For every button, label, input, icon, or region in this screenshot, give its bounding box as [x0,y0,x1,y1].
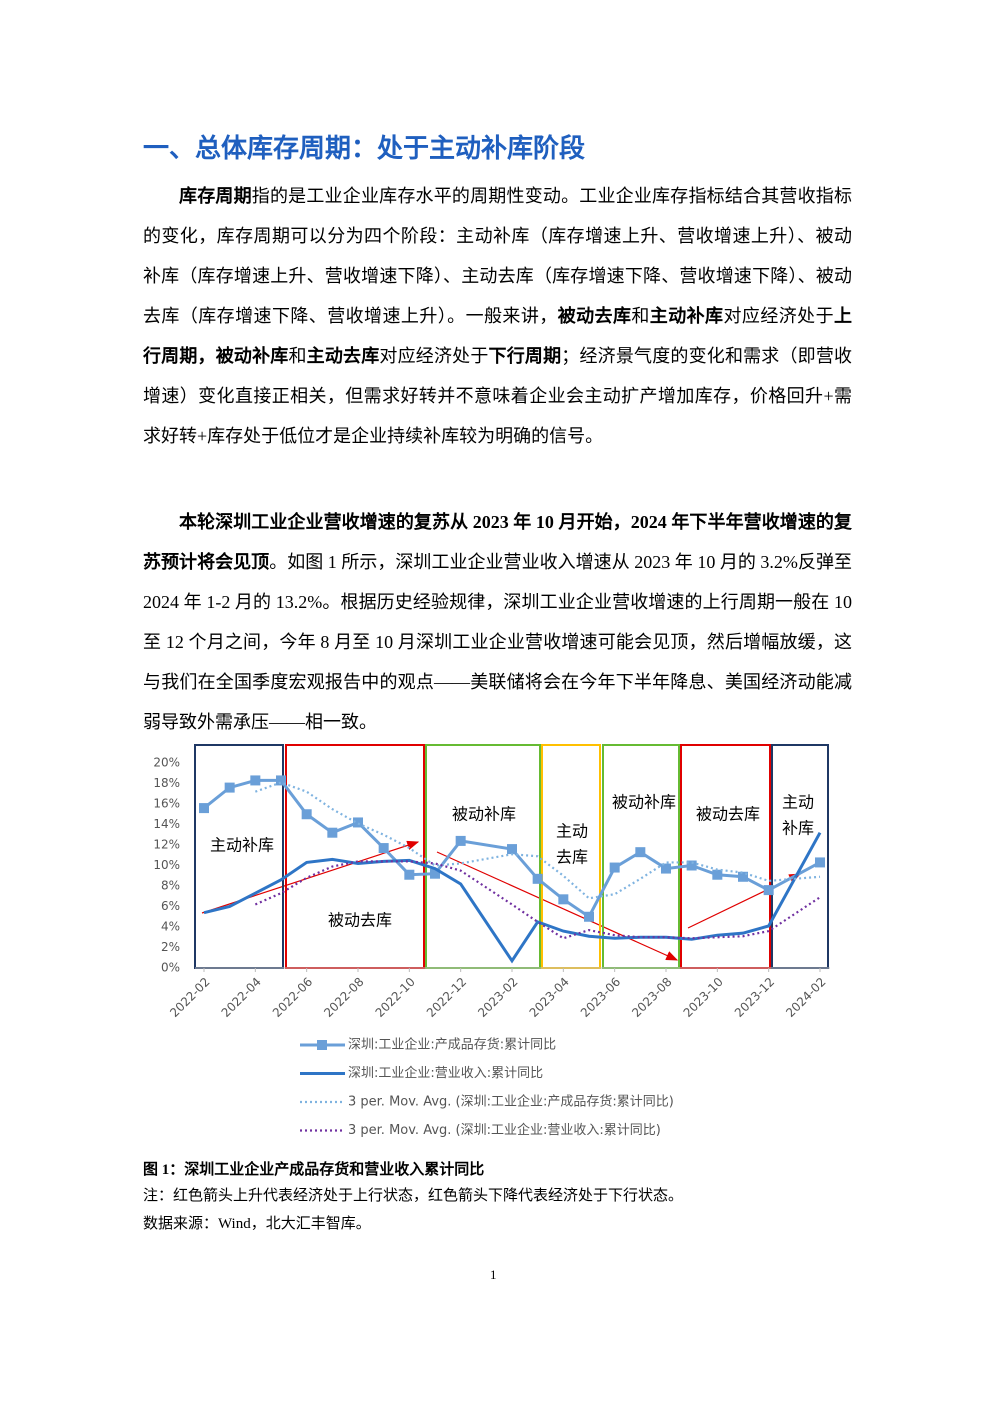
text-run: 和 [288,346,307,366]
data-point [353,817,363,828]
region-label: 主动 [556,822,588,841]
region-label: 主动 [782,793,814,812]
data-point [532,873,543,884]
caption: 图 1：深圳工业企业产成品存货和营业收入累计同比 [143,1162,485,1178]
text-run: 上行周期，被动补库 [143,306,853,366]
legend-label: 深圳:工业企业:营业收入:累计同比 [348,1065,543,1081]
legend-label: 3 per. Mov. Avg. (深圳:工业企业:产成品存货:累计同比) [348,1094,674,1110]
y-tick-label: 12% [153,838,180,852]
paragraph: 本轮深圳工业企业营收增速的复苏从 2023 年 10 月开始，2024 年下半年… [143,502,852,742]
series-line [254,781,821,900]
y-tick-label: 14% [153,817,180,831]
data-point [507,844,517,855]
data-point [301,809,312,820]
x-tick-label: 2022-12 [424,975,469,1020]
x-tick-label: 2022-02 [167,975,212,1020]
region-label: 补库 [782,819,814,838]
text-run: 。如图 1 所示，深圳工业企业营业收入增速从 2023 年 10 月的 3.2%… [143,552,852,732]
x-tick-label: 2023-02 [475,975,520,1020]
x-tick-label: 2022-10 [373,975,418,1020]
text-run: 主动去库 [306,346,380,366]
data-point [404,869,415,880]
legend-label: 深圳:工业企业:产成品存货:累计同比 [348,1037,556,1053]
series-line [254,860,821,940]
text-run: 对应经济处于 [379,346,489,366]
page-number: 1 [490,1267,497,1282]
data-point [378,843,389,854]
x-tick-label: 2023-12 [732,975,777,1020]
data-point [712,869,723,880]
data-point [584,911,594,922]
data-point [276,775,286,786]
chart: 主动补库被动去库被动补库主动去库被动补库被动去库主动补库0%2%4%6%8%10… [153,744,830,1138]
paragraph: 库存周期指的是工业企业库存水平的周期性变动。工业企业库存指标结合其营收指标的变化… [143,176,852,456]
y-tick-label: 6% [161,899,180,913]
region-label: 被动去库 [696,805,760,824]
text-run: 和 [631,306,650,326]
text-run: 下行周期 [488,346,562,366]
text-run: 被动去库 [557,306,632,326]
x-tick-label: 2023-08 [629,975,674,1020]
data-point [686,860,697,871]
legend-marker [317,1040,327,1050]
data-point [609,862,620,873]
x-tick-label: 2023-06 [578,975,623,1020]
x-tick-label: 2023-10 [681,975,726,1020]
region-label: 去库 [556,848,588,867]
note: 注：红色箭头上升代表经济处于上行状态，红色箭头下降代表经济处于下行状态。 [143,1188,684,1204]
region-label: 被动去库 [328,911,392,930]
region-box [771,744,829,969]
legend-label: 3 per. Mov. Avg. (深圳:工业企业:营业收入:累计同比) [348,1122,661,1138]
data-point [738,871,748,882]
arrow [436,851,679,961]
y-tick-label: 8% [161,879,180,893]
text-run: 对应经济处于 [723,306,835,326]
region-box [194,744,284,969]
y-tick-label: 16% [153,797,180,811]
x-tick-label: 2022-08 [321,975,366,1020]
data-point [430,868,440,879]
y-tick-label: 20% [153,756,180,770]
text-run: 库存周期 [179,186,252,206]
data-point [815,857,825,868]
x-tick-label: 2024-02 [783,975,828,1020]
data-point [199,803,209,814]
data-point [250,775,261,786]
data-point [558,894,569,905]
region-box [285,744,425,969]
text-run: 主动补库 [649,306,724,326]
data-point [763,885,774,896]
text-run: ；经济景气度的变化和需求（即营收增速）变化直接正相关，但需求好转并不意味着企业会… [143,346,853,446]
region-label: 被动补库 [612,793,676,812]
data-point [661,863,671,874]
heading: 一、总体库存周期：处于主动补库阶段 [143,134,586,164]
region-label: 被动补库 [452,805,516,824]
y-tick-label: 18% [153,776,180,790]
y-tick-label: 0% [161,961,180,975]
region-box [425,744,541,969]
text-run: 指的是工业企业库存水平的周期性变动。工业企业库存指标结合其营收指标的变化，库存周… [143,186,852,326]
y-tick-label: 2% [161,940,180,954]
series-line [203,831,822,964]
data-point [635,847,646,858]
text-run: 本轮深圳工业企业营收增速的复苏从 2023 年 10 月开始，2024 年下半年… [143,512,852,572]
data-point [327,827,338,838]
x-tick-label: 2022-06 [270,975,315,1020]
y-tick-label: 4% [161,920,180,934]
x-tick-label: 2023-04 [527,975,572,1020]
x-tick-label: 2022-04 [219,975,264,1020]
y-tick-label: 10% [153,858,180,872]
source: 数据来源：Wind，北大汇丰智库。 [143,1216,371,1232]
data-point [224,782,235,793]
data-point [455,835,466,846]
region-label: 主动补库 [210,836,274,855]
